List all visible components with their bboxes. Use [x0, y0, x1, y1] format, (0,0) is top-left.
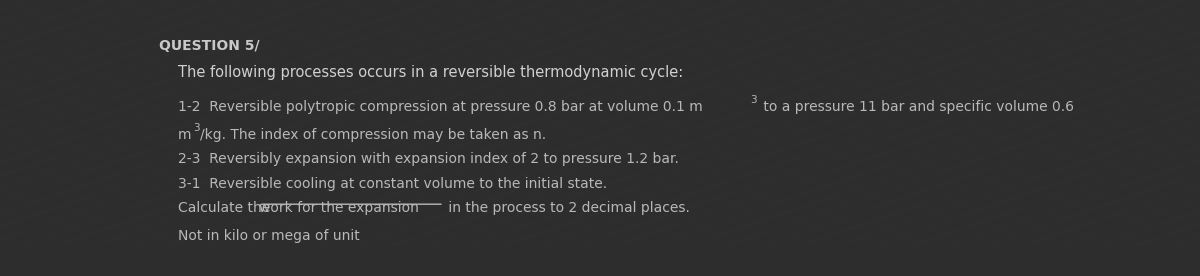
- Text: The following processes occurs in a reversible thermodynamic cycle:: The following processes occurs in a reve…: [178, 65, 683, 80]
- Text: m: m: [178, 128, 192, 142]
- Text: 3: 3: [750, 95, 756, 105]
- Text: 3: 3: [193, 123, 199, 133]
- Text: to a pressure 11 bar and specific volume 0.6: to a pressure 11 bar and specific volume…: [760, 100, 1074, 114]
- Text: 1-2  Reversible polytropic compression at pressure 0.8 bar at volume 0.1 m: 1-2 Reversible polytropic compression at…: [178, 100, 703, 114]
- Text: Calculate the: Calculate the: [178, 201, 275, 215]
- Text: in the process to 2 decimal places.: in the process to 2 decimal places.: [444, 201, 690, 215]
- Text: /kg. The index of compression may be taken as n.: /kg. The index of compression may be tak…: [200, 128, 546, 142]
- Text: 2-3  Reversibly expansion with expansion index of 2 to pressure 1.2 bar.: 2-3 Reversibly expansion with expansion …: [178, 152, 679, 166]
- Text: work for the expansion: work for the expansion: [259, 201, 419, 215]
- Text: QUESTION 5/: QUESTION 5/: [160, 39, 260, 54]
- Text: 3-1  Reversible cooling at constant volume to the initial state.: 3-1 Reversible cooling at constant volum…: [178, 177, 607, 190]
- Text: Not in kilo or mega of unit: Not in kilo or mega of unit: [178, 229, 360, 243]
